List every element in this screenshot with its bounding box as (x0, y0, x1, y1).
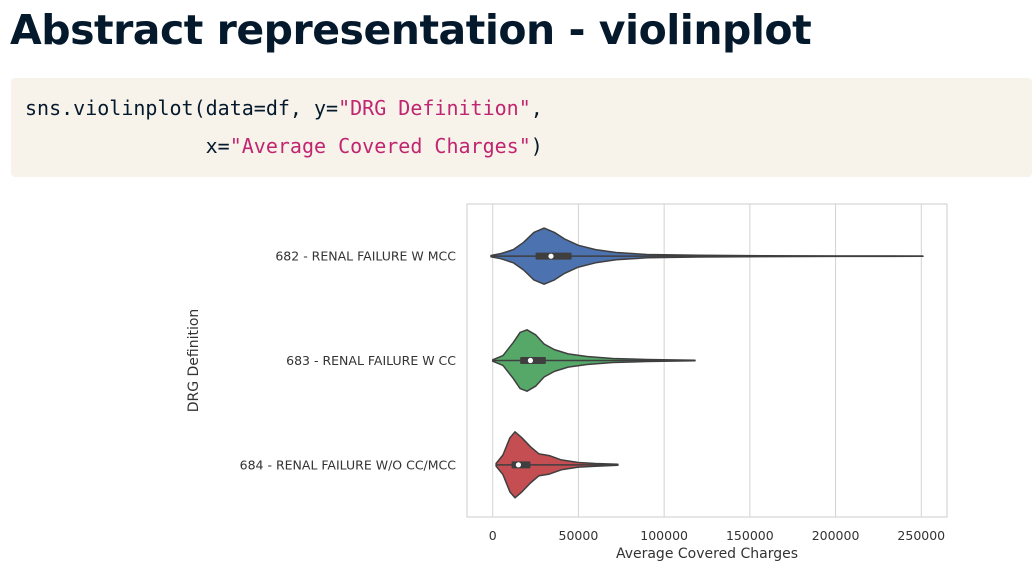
code-line-1-string: "DRG Definition" (338, 96, 531, 120)
violin-median-point (548, 253, 554, 259)
code-line-2-suffix: ) (530, 134, 543, 158)
code-line-1-prefix: sns.violinplot(data=df, y= (25, 96, 339, 120)
code-line-1: sns.violinplot(data=df, y="DRG Definitio… (25, 96, 543, 120)
x-tick-labels: 0 50000 100000 150000 200000 250000 (489, 528, 945, 543)
y-tick-label: 682 - RENAL FAILURE W MCC (275, 249, 456, 264)
x-axis-label: Average Covered Charges (616, 546, 798, 562)
code-line-2-string: "Average Covered Charges" (229, 134, 531, 158)
y-tick-labels: 682 - RENAL FAILURE W MCC 683 - RENAL FAI… (240, 249, 457, 473)
code-block: sns.violinplot(data=df, y="DRG Definitio… (11, 78, 1032, 177)
code-line-1-suffix: , (530, 96, 543, 120)
violin-median-point (515, 462, 522, 468)
violins (490, 227, 924, 499)
y-tick-label: 684 - RENAL FAILURE W/O CC/MCC (240, 457, 457, 472)
x-tick-label: 100000 (640, 528, 688, 543)
slide-title: Abstract representation - violinplot (10, 6, 812, 54)
x-tick-label: 150000 (726, 528, 774, 543)
x-tick-label: 50000 (559, 528, 599, 543)
x-tick-label: 200000 (812, 528, 860, 543)
plot-area-frame (466, 203, 948, 518)
code-line-2: x="Average Covered Charges") (25, 134, 543, 158)
y-tick-label: 683 - RENAL FAILURE W CC (286, 353, 456, 368)
y-axis-label: DRG Definition (186, 309, 202, 413)
x-tick-label: 0 (489, 528, 497, 543)
code-line-2-prefix: x= (25, 134, 230, 158)
violin-median-point (527, 357, 534, 364)
x-tick-label: 250000 (897, 528, 945, 543)
